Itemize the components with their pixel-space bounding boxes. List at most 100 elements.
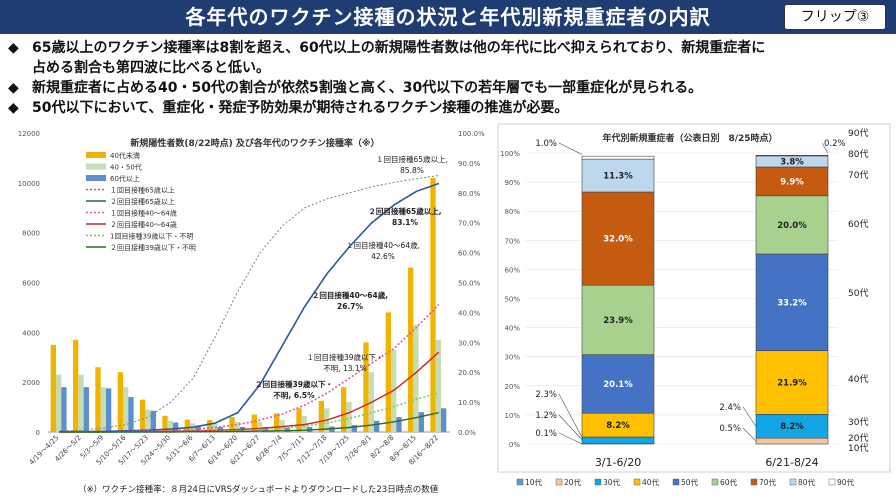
bar-2-15 [396, 417, 402, 432]
left-axis-tick-label: 10000 [18, 180, 40, 188]
left-axis-tick-label: 4000 [22, 329, 40, 337]
bar-0-14 [363, 342, 369, 432]
x-tick-label: 4/19～4/25 [28, 434, 61, 467]
left-axis-tick-label: 12000 [18, 130, 40, 138]
bar-0-1 [73, 339, 79, 432]
bullet-item-3: ◆ 50代以下において、重症化・発症予防効果が期待されるワクチン接種の推進が必要… [8, 98, 888, 118]
bar-0-0 [50, 344, 56, 432]
age-side-label: 20代 [848, 433, 868, 444]
legend-swatch [789, 478, 797, 486]
legend-label: ２回目接種65歳以上 [110, 197, 175, 206]
age-side-label: 30代 [848, 417, 868, 428]
stacked-segment-90代 [755, 155, 829, 157]
bar-1-17 [435, 339, 441, 432]
age-side-label: 80代 [848, 149, 868, 160]
bar-1-13 [346, 402, 352, 432]
right-y-tick-label: 60% [504, 266, 520, 274]
legend-swatch [594, 478, 602, 486]
legend-label: 60代以上 [110, 174, 140, 183]
bar-0-2 [95, 367, 101, 432]
bar-2-13 [351, 425, 357, 432]
callout-label: 1.2% [535, 411, 557, 421]
stacked-segment-30代 [581, 436, 655, 445]
left-axis-tick-label: 6000 [22, 280, 40, 288]
right-axis-tick-label: 50.0% [458, 280, 481, 288]
legend-label: 40代未満 [110, 151, 140, 160]
title-bar [0, 0, 896, 34]
bar-0-17 [430, 177, 436, 432]
right-axis-tick-label: 80.0% [458, 190, 481, 198]
page-title: 各年代のワクチン接種の状況と年代別新規重症者の内訳 [185, 5, 711, 29]
right-y-tick-label: 0% [509, 441, 520, 449]
stacked-segment-20代 [755, 437, 829, 445]
age-side-label: 90代 [848, 128, 868, 139]
bar-2-7 [217, 427, 223, 432]
legend-swatch [86, 163, 106, 170]
legend-swatch [86, 152, 106, 158]
right-axis-tick-label: 70.0% [458, 220, 481, 228]
callout-label: 2.3% [535, 390, 557, 400]
line-annotation: ２回目接種39歳以下・ [255, 379, 333, 389]
diamond-icon: ◆ [8, 40, 19, 56]
legend-swatch [828, 478, 836, 486]
legend-swatch [516, 478, 524, 486]
right-y-tick-label: 10% [504, 412, 520, 420]
segment-label: 8.2% [780, 422, 804, 432]
left-axis-tick-label: 2000 [22, 379, 40, 387]
line-series-3 [59, 351, 440, 433]
legend-label: 90代 [837, 477, 855, 487]
age-side-label: 10代 [848, 443, 868, 454]
callout-line [558, 142, 583, 155]
line-annotation: 不明, 6.5% [273, 391, 315, 400]
segment-label: 20.0% [777, 221, 807, 231]
bar-2-2 [105, 388, 112, 432]
bar-0-13 [341, 387, 347, 432]
right-axis-tick-label: 90.0% [458, 160, 481, 168]
left-axis-tick-label: 8000 [22, 230, 40, 238]
segment-label: 9.9% [780, 177, 804, 187]
stacked-segment-60代 [755, 195, 829, 255]
bullet-list: ◆ 65歳以上のワクチン接種率は8割を超え、60代以上の新規陽性者数は他の年代に… [8, 38, 888, 118]
bullet-item-1: ◆ 65歳以上のワクチン接種率は8割を超え、60代以上の新規陽性者数は他の年代に… [8, 38, 888, 78]
bar-1-7 [212, 423, 218, 432]
callout-label: 0.5% [719, 424, 741, 434]
bar-0-5 [162, 415, 168, 432]
bar-1-5 [167, 420, 173, 432]
legend-label: 50代 [681, 477, 699, 487]
bar-0-7 [207, 420, 213, 432]
right-chart-frame [497, 123, 891, 473]
bar-2-1 [83, 387, 89, 432]
bar-1-8 [234, 422, 240, 432]
line-series-2 [59, 304, 440, 433]
line-series-5 [59, 411, 439, 433]
bar-2-5 [172, 422, 179, 432]
right-axis-tick-label: 40.0% [458, 309, 481, 317]
legend-swatch [633, 478, 641, 486]
legend-label: 1回目接種39歳以下・不明 [110, 232, 193, 241]
stacked-segment-40代 [755, 350, 829, 415]
right-axis-tick-label: 100.0% [458, 130, 485, 138]
footnote: （※）ワクチン接種率：８月24日にVRSダッシュボードよりダウンロードした23日… [78, 484, 439, 495]
segment-label: 23.9% [603, 316, 633, 326]
stacked-segment-60代 [581, 284, 655, 355]
legend-label: ２回目接種40～64歳 [110, 220, 177, 229]
bar-2-6 [195, 425, 201, 432]
callout-label: 1.0% [535, 139, 557, 149]
line-annotation: 26.7% [337, 302, 364, 311]
bar-2-0 [61, 387, 67, 432]
callout-line [558, 414, 583, 440]
legend-label: ２回目接種39歳以下・不明 [110, 243, 196, 252]
right-y-tick-label: 30% [504, 354, 520, 362]
bar-1-3 [122, 387, 129, 432]
legend-label: 70代 [759, 477, 777, 487]
stacked-segment-90代 [581, 155, 655, 160]
segment-label: 3.8% [780, 157, 804, 167]
left-chart-title: 新規陽性者数(8/22時点) 及び各年代のワクチン接種率（※） [130, 137, 379, 149]
bar-0-9 [251, 414, 257, 432]
line-annotation: ２回目接種40～64歳, [312, 290, 388, 300]
line-annotation: １回目接種65歳以上, [376, 154, 448, 164]
right-chart-title: 年代別新規重症者（公表日別 8/25時点） [602, 132, 777, 144]
bar-0-10 [274, 413, 280, 432]
line-annotation: 85.8% [400, 166, 424, 175]
